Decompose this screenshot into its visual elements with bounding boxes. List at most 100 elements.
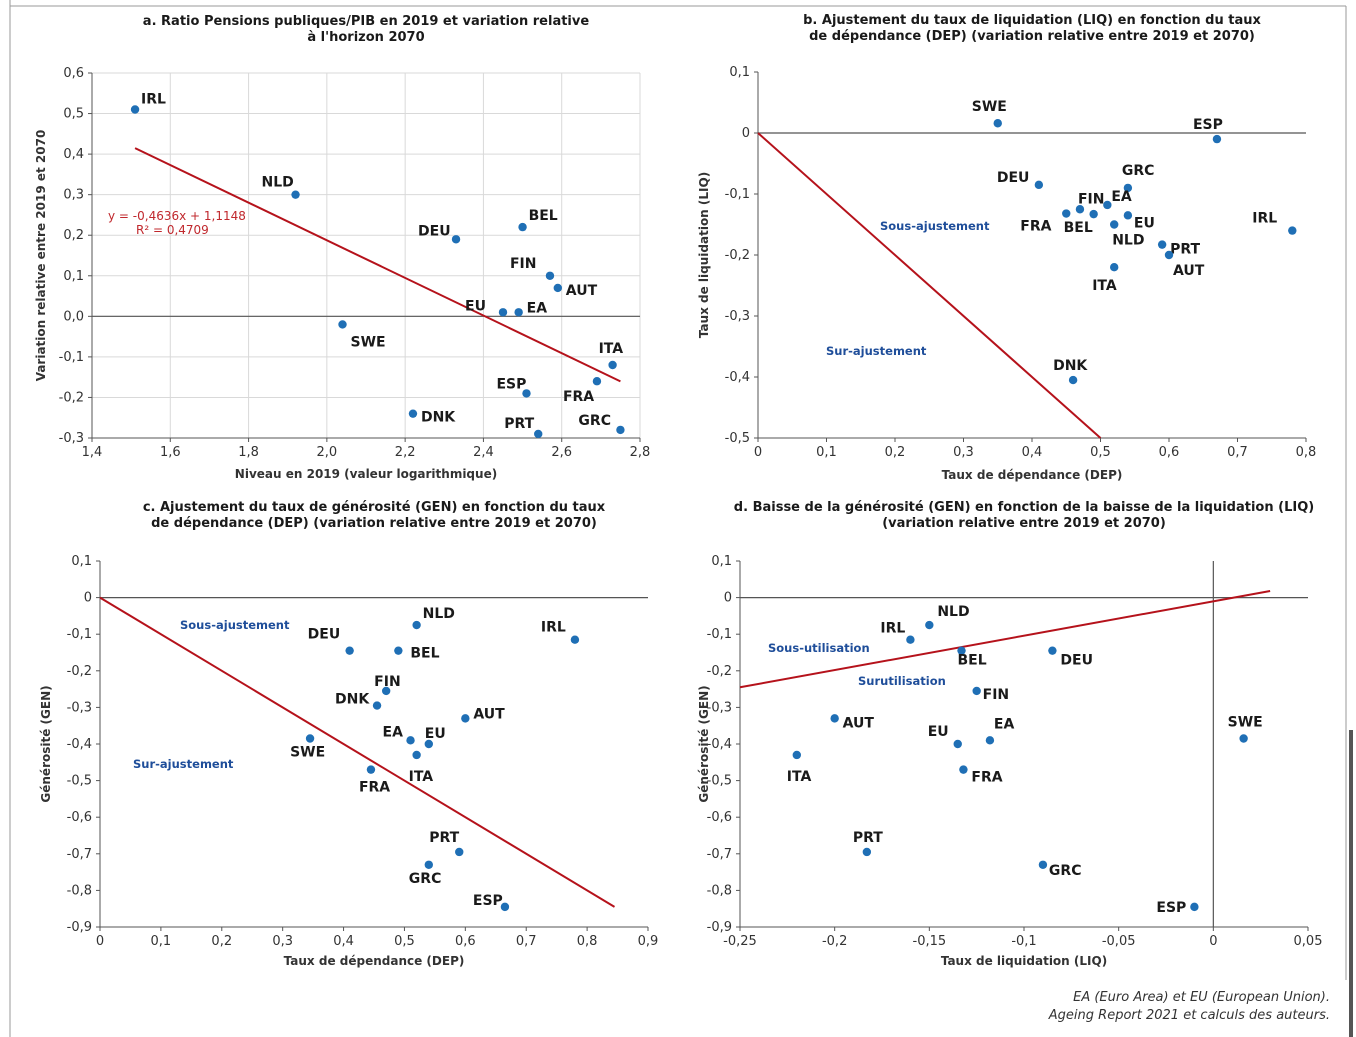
point-label-prt: PRT: [1170, 242, 1200, 258]
point-label-ita: ITA: [1092, 278, 1117, 294]
data-point-ea: [406, 736, 415, 745]
fit-line: [739, 590, 1271, 689]
y-tick-label: -0,8: [707, 883, 732, 898]
data-point-fra: [366, 765, 376, 774]
data-point-dnk: [1068, 375, 1078, 385]
footnote-line1: EA (Euro Area) et EU (European Union).: [1073, 990, 1330, 1005]
data-point-eu: [498, 308, 508, 317]
point-label-dnk: DNK: [421, 410, 456, 426]
point-label-grc: GRC: [1122, 163, 1155, 179]
y-tick-label: -0,6: [707, 810, 732, 825]
y-tick-label: 0,1: [729, 65, 750, 80]
point-label-nld: NLD: [262, 175, 294, 191]
region-annotation: Sous-ajustement: [180, 618, 290, 632]
point-label-eu: EU: [425, 726, 446, 742]
point-label-fin: FIN: [374, 674, 401, 690]
data-point-bel: [1089, 209, 1098, 219]
data-point-swe: [338, 320, 347, 329]
data-point-swe: [1239, 734, 1248, 743]
y-axis-label: Générosité (GEN): [39, 685, 53, 802]
data-point-grc: [1038, 860, 1048, 869]
fit-line: [99, 596, 616, 908]
x-tick-label: 2,6: [551, 445, 572, 460]
data-point-fin: [545, 271, 555, 280]
point-label-esp: ESP: [473, 893, 503, 909]
footnote-source: Ageing Report 2021: [1048, 1008, 1180, 1023]
point-label-fin: FIN: [510, 256, 537, 272]
chart-title-line2: (variation relative entre 2019 et 2070): [882, 516, 1166, 531]
data-point-nld: [1110, 220, 1119, 229]
point-label-eu: EU: [465, 298, 486, 314]
y-tick-label: -0,1: [67, 627, 92, 642]
y-tick-label: -0,9: [707, 920, 732, 935]
point-label-ea: EA: [994, 716, 1015, 732]
y-tick-label: 0,1: [63, 269, 84, 284]
x-tick-label: 0,8: [1296, 445, 1317, 460]
point-label-eu: EU: [1134, 215, 1155, 231]
point-label-bel: BEL: [410, 646, 439, 662]
point-label-fra: FRA: [359, 780, 390, 796]
point-label-dnk: DNK: [335, 692, 370, 708]
y-tick-label: 0,1: [711, 554, 732, 569]
frame-edge-bar: [1349, 730, 1353, 1037]
chart-title: b. Ajustement du taux de liquidation (LI…: [803, 13, 1261, 28]
y-axis-label: Variation relative entre 2019 et 2070: [34, 130, 48, 382]
x-tick-label: 2,4: [473, 445, 494, 460]
x-tick-label: 0,6: [1159, 445, 1180, 460]
region-annotation: Sous-utilisation: [768, 641, 870, 655]
y-tick-label: -0,4: [67, 737, 92, 752]
y-axis-label: Générosité (GEN): [697, 685, 711, 802]
chart-a-svg: a. Ratio Pensions publiques/PIB en 2019 …: [34, 14, 650, 481]
y-tick-label: 0: [724, 591, 732, 606]
data-point-eu: [953, 739, 962, 749]
region-annotation: Surutilisation: [858, 674, 946, 688]
chart-title-line2: de dépendance (DEP) (variation relative …: [151, 516, 597, 531]
data-point-irl: [1288, 226, 1297, 235]
point-label-prt: PRT: [853, 830, 883, 846]
data-point-nld: [412, 620, 421, 630]
point-label-ea: EA: [1111, 189, 1132, 205]
x-tick-label: 0,6: [455, 934, 476, 949]
y-tick-label: -0,2: [725, 248, 750, 263]
point-label-esp: ESP: [496, 376, 526, 392]
y-tick-label: -0,3: [67, 700, 92, 715]
data-point-swe: [305, 734, 315, 743]
x-tick-label: 0,5: [1090, 445, 1111, 460]
point-label-deu: DEU: [418, 223, 451, 239]
x-tick-label: 2,2: [395, 445, 416, 460]
y-tick-label: 0: [742, 126, 750, 141]
data-point-ea: [1103, 200, 1112, 210]
point-label-fra: FRA: [563, 389, 594, 405]
data-point-irl: [130, 105, 140, 114]
data-point-aut: [830, 714, 839, 723]
data-point-bel: [957, 646, 966, 655]
point-label-fin: FIN: [1078, 191, 1105, 207]
data-point-esp: [1212, 134, 1222, 144]
data-point-prt: [455, 847, 464, 857]
y-tick-label: -0,2: [59, 390, 84, 405]
x-tick-label: -0,05: [1102, 934, 1136, 949]
chart-c-svg: c. Ajustement du taux de générosité (GEN…: [39, 500, 658, 968]
data-point-deu: [1048, 646, 1057, 655]
point-label-aut: AUT: [566, 283, 598, 299]
regression-r2: R² = 0,4709: [136, 223, 209, 237]
y-tick-label: -0,6: [67, 810, 92, 825]
y-tick-label: 0,1: [71, 554, 92, 569]
data-point-esp: [1190, 902, 1199, 912]
y-tick-label: -0,2: [707, 664, 732, 679]
y-tick-label: -0,9: [67, 920, 92, 935]
data-point-esp: [500, 902, 510, 912]
y-tick-label: -0,7: [67, 847, 92, 862]
point-label-eu: EU: [928, 724, 949, 740]
x-tick-label: 0,2: [885, 445, 906, 460]
x-axis-label: Taux de dépendance (DEP): [942, 468, 1123, 482]
data-point-deu: [451, 235, 461, 244]
x-tick-label: -0,2: [822, 934, 847, 949]
x-tick-label: -0,1: [1011, 934, 1036, 949]
data-point-nld: [291, 190, 300, 199]
data-point-dnk: [372, 701, 382, 710]
region-annotation: Sur-ajustement: [826, 344, 927, 358]
point-label-prt: PRT: [504, 416, 534, 432]
regression-equation: y = -0,4636x + 1,1148: [108, 209, 246, 223]
